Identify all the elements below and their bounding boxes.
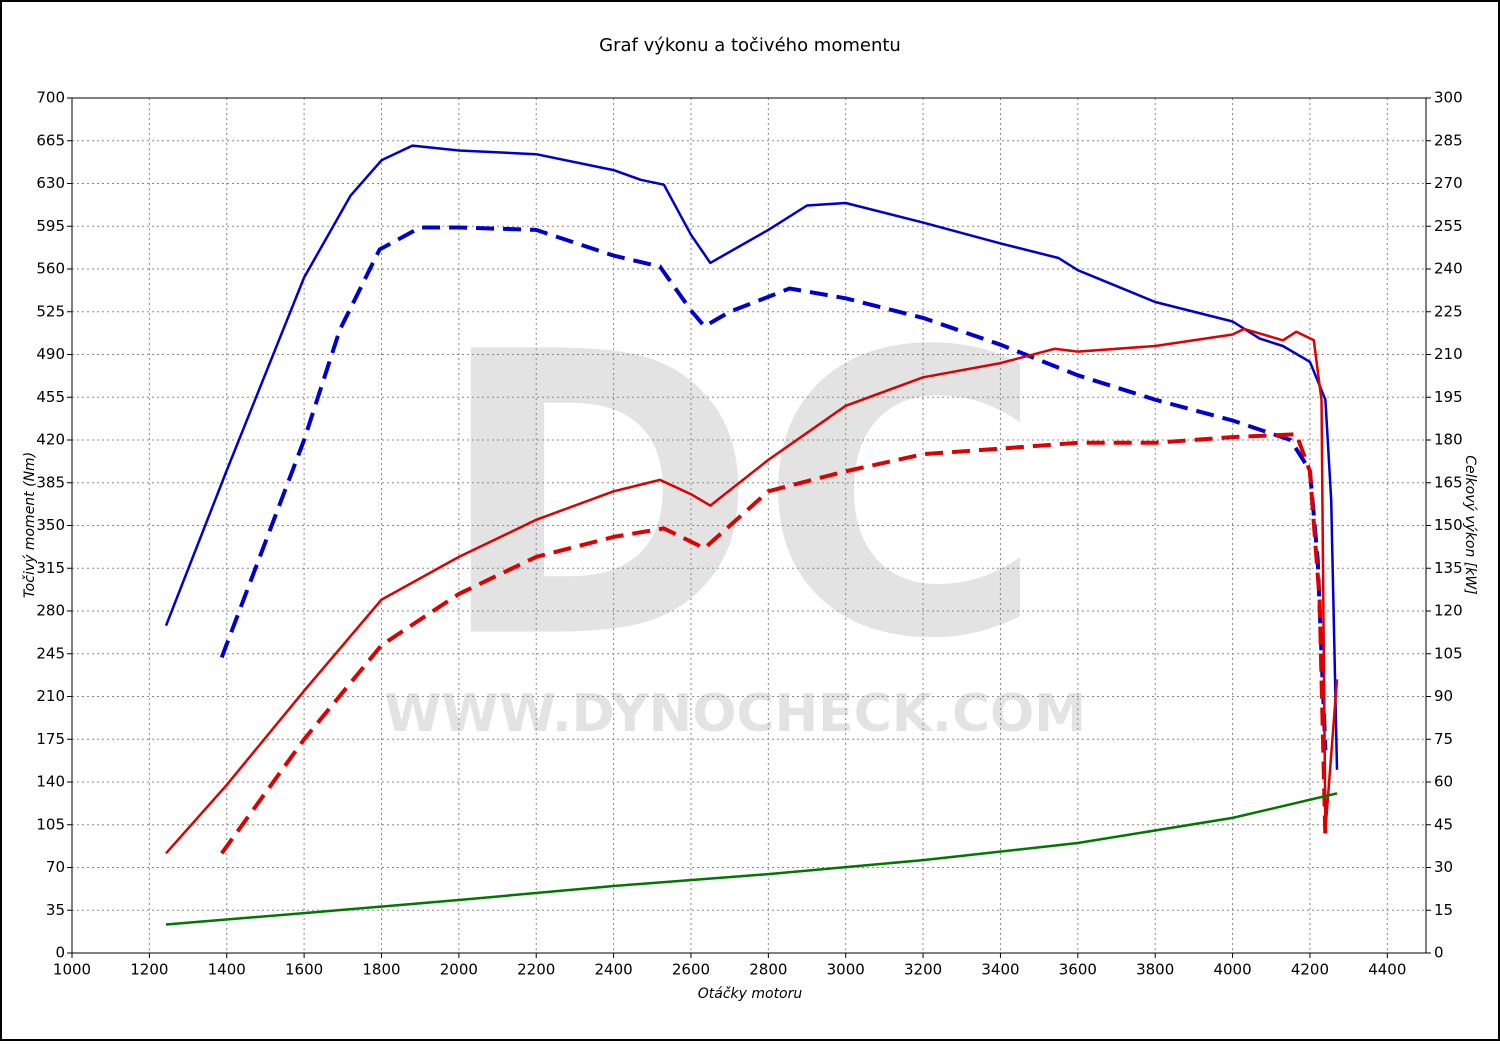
x-tick-label: 4000	[1213, 961, 1251, 979]
y-tick-label: 385	[36, 473, 65, 491]
y-tick-label: 70	[46, 858, 65, 876]
y-tick-label: 105	[36, 815, 65, 833]
series-line	[164, 144, 1339, 770]
x-tick-label: 4200	[1291, 961, 1329, 979]
y-tick-label: 35	[46, 901, 65, 919]
x-axis-label: Otáčky motoru	[698, 986, 803, 1002]
y-tick-label: 315	[36, 559, 65, 577]
y-tick-label: 350	[36, 516, 65, 534]
y2-tick-label: 225	[1434, 302, 1463, 320]
y2-tick-label: 180	[1434, 431, 1463, 449]
y2-tick-label: 255	[1434, 217, 1463, 235]
y2-tick-label: 150	[1434, 516, 1463, 534]
x-tick-label: 3800	[1136, 961, 1174, 979]
watermark-logo: DC	[435, 270, 1045, 724]
y-tick-label: 175	[36, 730, 65, 748]
y-tick-label: 210	[36, 687, 65, 705]
y2-tick-label: 30	[1434, 858, 1453, 876]
x-tick-label: 1200	[130, 961, 168, 979]
x-tick-label: 1800	[362, 961, 400, 979]
y-tick-label: 525	[36, 302, 65, 320]
y2-tick-label: 135	[1434, 559, 1463, 577]
series-line	[220, 432, 1328, 855]
y2-tick-label: 45	[1434, 815, 1453, 833]
y-tick-label: 140	[36, 773, 65, 791]
series-line	[219, 225, 1328, 751]
y2-tick-label: 300	[1434, 89, 1463, 107]
y2-tick-label: 270	[1434, 174, 1463, 192]
y2-tick-label: 165	[1434, 473, 1463, 491]
x-tick-label: 2000	[440, 961, 478, 979]
y-tick-label: 0	[55, 944, 65, 962]
x-tick-label: 3200	[904, 961, 942, 979]
y-tick-label: 665	[36, 131, 65, 149]
y2-tick-label: 75	[1434, 730, 1453, 748]
y-tick-label: 420	[36, 431, 65, 449]
watermark-url: WWW.DYNOCHECK.COM	[384, 684, 1086, 744]
x-tick-label: 1600	[285, 961, 323, 979]
y2-tick-label: 60	[1434, 773, 1453, 791]
x-tick-label: 4400	[1368, 961, 1406, 979]
x-tick-label: 2400	[595, 961, 633, 979]
x-tick-label: 2200	[517, 961, 555, 979]
y-tick-label: 595	[36, 217, 65, 235]
x-tick-label: 1400	[208, 961, 246, 979]
plot-area	[71, 97, 1427, 954]
x-tick-label: 2800	[749, 961, 787, 979]
y2-tick-label: 285	[1434, 131, 1463, 149]
y2-tick-label: 90	[1434, 687, 1453, 705]
y-tick-label: 455	[36, 388, 65, 406]
x-tick-label: 3400	[981, 961, 1019, 979]
series-line	[165, 327, 1339, 855]
y2-tick-label: 120	[1434, 602, 1463, 620]
y-tick-label: 490	[36, 345, 65, 363]
y2-tick-label: 210	[1434, 345, 1463, 363]
y2-tick-label: 15	[1434, 901, 1453, 919]
y2-tick-label: 105	[1434, 644, 1463, 662]
y2-tick-label: 240	[1434, 260, 1463, 278]
y-axis-label: Točivý moment (Nm)	[22, 452, 38, 598]
series-line	[165, 792, 1338, 926]
y-tick-label: 280	[36, 602, 65, 620]
y-tick-label: 700	[36, 89, 65, 107]
y2-axis-label: Celkový výkon [kW]	[1462, 455, 1478, 594]
y-tick-label: 245	[36, 644, 65, 662]
y-tick-label: 630	[36, 174, 65, 192]
x-tick-label: 1000	[53, 961, 91, 979]
y-tick-label: 560	[36, 260, 65, 278]
x-tick-label: 3600	[1059, 961, 1097, 979]
y2-tick-label: 195	[1434, 388, 1463, 406]
x-tick-label: 2600	[672, 961, 710, 979]
y2-tick-label: 0	[1434, 944, 1444, 962]
x-tick-label: 3000	[827, 961, 865, 979]
chart-title: Graf výkonu a točivého momentu	[599, 35, 901, 56]
